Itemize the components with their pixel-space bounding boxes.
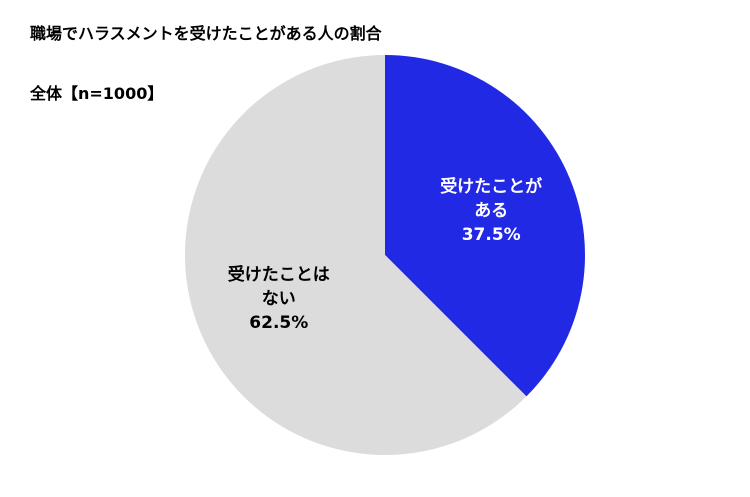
slice-value-label-1: 62.5% xyxy=(249,313,308,333)
slice-label-1: 受けたことは xyxy=(228,264,330,285)
slice-value-label-0: 37.5% xyxy=(462,225,521,245)
pie-slice-1 xyxy=(184,55,527,456)
chart-subtitle: 全体【n=1000】 xyxy=(30,84,164,103)
chart-title: 職場でハラスメントを受けたことがある人の割合 xyxy=(30,24,382,43)
pie-slice-0 xyxy=(385,55,585,397)
slice-label-0: 受けたことが xyxy=(440,176,542,197)
slice-label-0: ある xyxy=(474,201,508,221)
slice-label-1: ない xyxy=(262,289,296,309)
